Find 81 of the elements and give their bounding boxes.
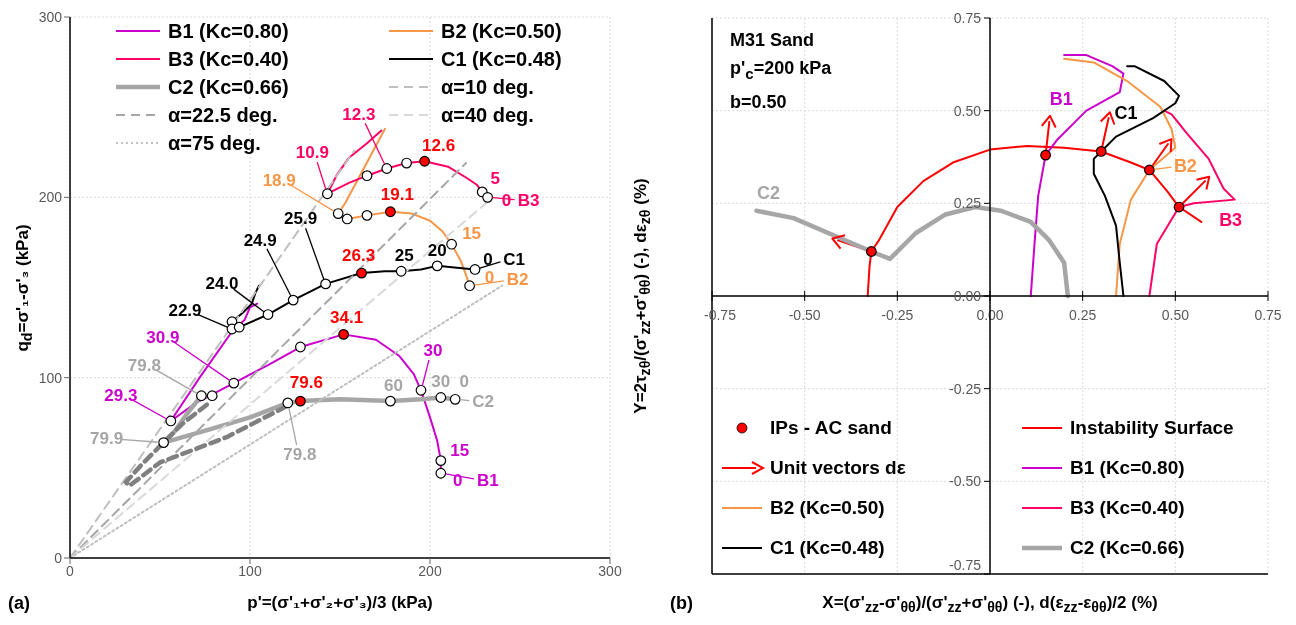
legend-label: α=40 deg. [441, 103, 534, 127]
annotation: C1 [1114, 102, 1138, 123]
annotation: 79.9 [90, 429, 124, 449]
x-tick-label: 0 [66, 562, 75, 579]
annotation: 79.6 [289, 372, 323, 392]
annotation: B1 [1049, 88, 1073, 109]
annotation: 10.9 [295, 143, 329, 163]
annotation: C2 [472, 391, 495, 411]
legend-label: B3 (Kc=0.40) [1070, 497, 1185, 519]
legend-label: B1 (Kc=0.80) [1070, 457, 1185, 479]
annotation: 18.9 [262, 171, 296, 191]
legend-label: B3 (Kc=0.40) [168, 47, 289, 71]
annotation: B3 [1219, 209, 1243, 230]
annotation: 29.3 [104, 386, 138, 406]
legend-label: B1 (Kc=0.80) [168, 19, 289, 43]
y-tick-label: 100 [38, 369, 63, 386]
y-tick-label: 0.75 [953, 10, 982, 26]
legend-label: C1 (Kc=0.48) [441, 47, 562, 71]
y-tick-label: -0.25 [949, 380, 982, 397]
legend-label: Instability Surface [1070, 417, 1234, 439]
annotation: B3 [517, 190, 540, 210]
annotation: 34.1 [330, 307, 364, 327]
annotation: 12.3 [342, 104, 376, 124]
annotation: 22.9 [168, 301, 202, 321]
annotation: b=0.50 [730, 90, 788, 114]
legend-label: C2 (Kc=0.66) [168, 75, 289, 99]
annotation: 0 [459, 371, 469, 391]
x-tick-label: 100 [238, 562, 262, 579]
legend-label: Unit vectors dε [770, 457, 906, 479]
annotation: B2 [1173, 155, 1197, 176]
annotation: 25.9 [284, 209, 318, 229]
x-tick-label: 300 [598, 562, 622, 579]
annotation: 25 [394, 245, 414, 265]
annotation: 30.9 [146, 327, 180, 347]
annotation: 0 [453, 470, 463, 490]
legend-label: α=75 deg. [168, 131, 261, 155]
legend-label: B2 (Kc=0.50) [770, 497, 885, 519]
annotation: 20 [427, 241, 447, 261]
x-tick-label: 0.50 [1161, 307, 1190, 323]
annotation: 60 [383, 375, 403, 395]
annotation: 26.3 [342, 245, 376, 265]
y-tick-label: 0 [54, 549, 63, 566]
y-tick-label: 200 [38, 189, 63, 206]
annotation: 30 [431, 372, 451, 391]
annotation: 24.9 [243, 230, 277, 250]
annotation: 15 [462, 223, 482, 243]
annotation: 30 [423, 340, 443, 360]
legend-label: C2 (Kc=0.66) [1070, 537, 1185, 559]
annotation: B2 [506, 270, 529, 290]
x-tick-label: -0.50 [788, 307, 821, 323]
annotation: 12.6 [422, 135, 456, 155]
annotation: 0 [484, 268, 495, 288]
text: (b) [670, 593, 693, 614]
annotation: 0 [483, 249, 493, 269]
y-tick-label: 0.25 [953, 195, 982, 212]
y-tick-label: 300 [38, 8, 63, 25]
x-tick-label: -0.25 [881, 307, 914, 323]
x-tick-label: 0.25 [1069, 307, 1097, 323]
x-tick-label: 0.75 [1254, 307, 1282, 323]
x-tick-label: 200 [418, 562, 442, 579]
legend-label: C1 (Kc=0.48) [770, 537, 885, 559]
legend-label: α=22.5 deg. [168, 103, 278, 127]
text: X=(σ'$_{zz}$-σ'$_{θθ}$)/(σ'$_{zz}$+σ'$_{θθ}$) (-), d(ε$_{zz}$-ε$_{θθ}$)/2 (%) [822, 593, 1158, 616]
annotation: 79.8 [283, 445, 317, 465]
annotation: 5 [490, 169, 500, 189]
text: (a) [8, 593, 30, 614]
annotation: 24.0 [205, 274, 239, 294]
legend-label: IPs - AC sand [770, 417, 892, 439]
annotation: 19.1 [380, 185, 414, 205]
annotation: B1 [476, 470, 499, 490]
annotation: M31 Sand [730, 29, 816, 52]
annotation: C1 [503, 249, 525, 269]
y-tick-label: 0.50 [953, 102, 982, 119]
legend-label: α=10 deg. [441, 75, 534, 99]
annotation: 79.8 [127, 356, 161, 376]
annotation: p'$_{c}$=200 kPa [730, 57, 832, 84]
annotation: 15 [450, 441, 470, 461]
annotation: C2 [756, 182, 780, 203]
y-tick-label: -0.50 [949, 473, 982, 490]
legend-label: B2 (Kc=0.50) [441, 19, 562, 43]
x-axis-title: p'=(σ'₁+σ'₂+σ'₃)/3 (kPa) [246, 593, 434, 613]
